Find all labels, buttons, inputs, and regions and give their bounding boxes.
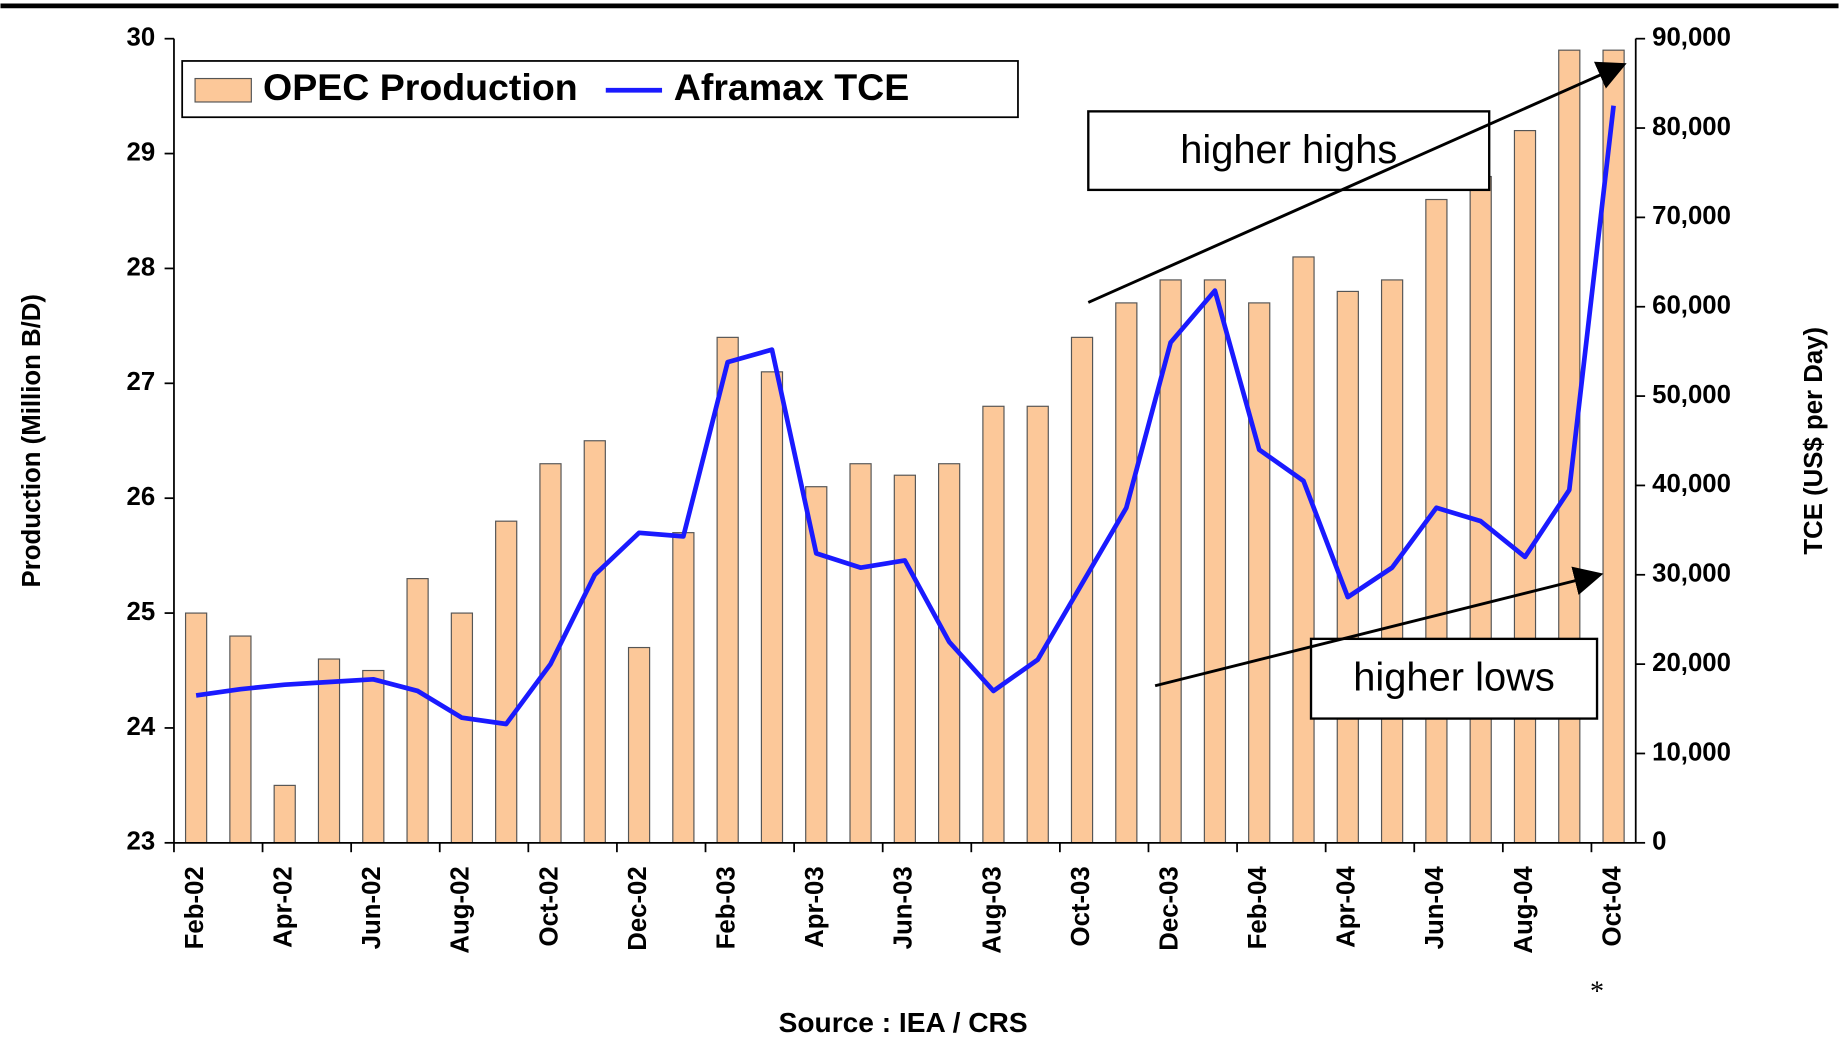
bar (1115, 302, 1138, 844)
y-tick-label: 24 (127, 713, 156, 741)
bar (362, 669, 385, 844)
x-tick-label: Aug-03 (978, 866, 1006, 953)
x-tick-label: Apr-04 (1333, 866, 1361, 948)
bar (760, 371, 784, 844)
bar (982, 405, 1005, 844)
y-tick-label: 26 (127, 483, 156, 511)
y-tick-label: 30 (127, 23, 156, 51)
bar (1070, 336, 1094, 844)
legend-label: OPEC Production (263, 66, 578, 108)
bar (672, 532, 695, 844)
legend-box (181, 60, 1019, 119)
x-tick-label: Aug-02 (447, 866, 475, 953)
annotation-box (1087, 110, 1491, 192)
bar (1248, 302, 1271, 844)
y2-tick-label: 50,000 (1652, 381, 1731, 409)
bar (406, 578, 429, 844)
source-note: Source : IEA / CRS (779, 1007, 1028, 1038)
x-tick-label: Dec-02 (624, 866, 652, 951)
y2-tick-label: 20,000 (1652, 649, 1731, 677)
x-tick-label: Dec-03 (1155, 866, 1183, 951)
x-tick-label: Oct-03 (1067, 866, 1095, 946)
y2-tick-label: 0 (1652, 828, 1666, 856)
trend-arrow (1087, 61, 1627, 304)
x-tick-label: Jun-02 (358, 866, 386, 949)
bar (229, 635, 252, 844)
bar (805, 486, 828, 844)
bar (317, 658, 341, 844)
bar (893, 474, 916, 844)
y-axis-title: Production (Million B/D) (18, 294, 46, 587)
y-tick-label: 28 (127, 253, 156, 281)
y2-tick-label: 10,000 (1652, 738, 1731, 766)
bar (495, 520, 518, 844)
x-tick-label: Aug-04 (1510, 866, 1538, 954)
legend: OPEC Production Aframax TCE (181, 60, 1019, 119)
legend-swatch (194, 77, 252, 103)
trend-arrow (1154, 566, 1604, 688)
x-tick-label: Oct-02 (535, 866, 563, 946)
footnote-mark: * (1590, 976, 1604, 1007)
y-tick-label: 25 (127, 598, 156, 626)
bar (450, 612, 474, 844)
bar (1203, 279, 1227, 844)
x-tick-label: Oct-04 (1598, 866, 1626, 947)
legend-label: Aframax TCE (674, 66, 910, 108)
x-tick-label: Feb-02 (181, 866, 209, 949)
y2-axis-title: TCE (US$ per Day) (1800, 327, 1828, 555)
bar (184, 612, 208, 844)
x-tick-label: Feb-04 (1244, 866, 1272, 950)
y-tick-label: 23 (127, 828, 156, 856)
bar (273, 784, 296, 844)
bar (716, 336, 739, 844)
y-tick-label: 27 (127, 368, 156, 396)
x-tick-label: Jun-03 (890, 866, 918, 949)
bar (627, 646, 651, 844)
line-series (195, 105, 1616, 727)
y2-tick-label: 80,000 (1652, 113, 1731, 141)
y2-tick-label: 30,000 (1652, 560, 1731, 588)
y2-tick-label: 90,000 (1652, 23, 1731, 51)
bar (1513, 129, 1537, 844)
y2-tick-label: 70,000 (1652, 202, 1731, 230)
annotation: higher lows (1353, 655, 1555, 699)
x-tick-label: Apr-02 (270, 866, 298, 948)
x-tick-label: Apr-03 (801, 866, 829, 948)
x-tick-label: Feb-03 (712, 866, 740, 949)
y-tick-label: 29 (127, 138, 156, 166)
bar (849, 463, 872, 844)
annotation: higher highs (1180, 128, 1397, 172)
bar (1292, 256, 1315, 844)
annotation-box (1309, 637, 1599, 720)
bar (1469, 175, 1492, 844)
x-tick-label: Jun-04 (1421, 866, 1449, 950)
plot-area: 23 24 25 26 27 28 29 30 0 10,000 20,000 30,000 40,00… (127, 23, 1731, 953)
y2-tick-label: 60,000 (1652, 292, 1731, 320)
bar (583, 440, 606, 844)
bar (1558, 49, 1581, 844)
y2-tick-label: 40,000 (1652, 470, 1731, 498)
bar (1336, 290, 1359, 844)
bar (1026, 405, 1049, 844)
